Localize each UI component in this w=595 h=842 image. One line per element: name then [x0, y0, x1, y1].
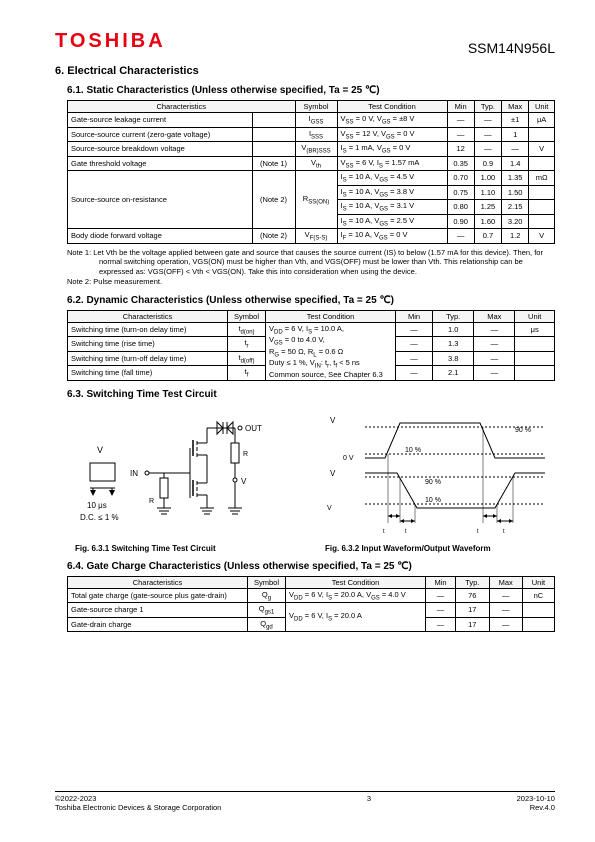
waveform-diagram: VGS 10 % 90 % 0 V VSS 90 % 10 % VSS (ON) — [325, 408, 555, 540]
svg-text:VGS: VGS — [97, 445, 103, 455]
static-characteristics-table: CharacteristicsSymbolTest ConditionMinTy… — [67, 100, 555, 244]
svg-text:D.C. ≤ 1 %: D.C. ≤ 1 % — [80, 513, 119, 522]
svg-text:VGS: VGS — [330, 416, 336, 425]
section-6-3-title: 6.3. Switching Time Test Circuit — [67, 389, 555, 400]
fig-6-3-2-caption: Fig. 6.3.2 Input Waveform/Output Wavefor… — [325, 544, 555, 553]
page-number: 3 — [367, 794, 371, 812]
dynamic-characteristics-table: CharacteristicsSymbolTest ConditionMinTy… — [67, 310, 555, 381]
page-footer: ©2022-2023 Toshiba Electronic Devices & … — [55, 791, 555, 812]
section-6-2-title: 6.2. Dynamic Characteristics (Unless oth… — [67, 295, 555, 306]
figure-captions: Fig. 6.3.1 Switching Time Test Circuit F… — [75, 544, 555, 553]
svg-text:VSS: VSS — [330, 469, 336, 478]
svg-text:tf: tf — [503, 529, 505, 535]
company: Toshiba Electronic Devices & Storage Cor… — [55, 803, 221, 812]
svg-text:90 %: 90 % — [425, 479, 441, 486]
fig-6-3-1-caption: Fig. 6.3.1 Switching Time Test Circuit — [75, 544, 305, 553]
svg-text:tr: tr — [405, 529, 407, 535]
svg-text:10 %: 10 % — [405, 447, 421, 454]
svg-text:10 μs: 10 μs — [87, 501, 107, 510]
part-number: SSM14N956L — [468, 40, 555, 56]
note-1: Note 1: Let Vth be the voltage applied b… — [67, 248, 555, 287]
svg-text:VDD: VDD — [241, 477, 247, 486]
section-6-title: 6. Electrical Characteristics — [55, 65, 555, 77]
svg-text:RL: RL — [243, 451, 248, 458]
svg-text:td(on): td(on) — [383, 529, 385, 535]
svg-text:90 %: 90 % — [515, 427, 531, 434]
svg-text:OUT: OUT — [245, 424, 262, 433]
svg-text:IN: IN — [130, 469, 138, 478]
revision: Rev.4.0 — [517, 803, 555, 812]
svg-text:VSS (ON): VSS (ON) — [327, 505, 332, 512]
svg-text:RG: RG — [149, 498, 154, 505]
section-6-1-title: 6.1. Static Characteristics (Unless othe… — [67, 85, 555, 96]
copyright: ©2022-2023 — [55, 794, 221, 803]
date: 2023-10-10 — [517, 794, 555, 803]
section-6-4-title: 6.4. Gate Charge Characteristics (Unless… — [67, 561, 555, 572]
gate-charge-table: CharacteristicsSymbolTest ConditionMinTy… — [67, 576, 555, 633]
figure-row: VGS 10 μs D.C. ≤ 1 % IN RG — [75, 408, 555, 540]
svg-text:0 V: 0 V — [343, 455, 354, 462]
svg-text:10 %: 10 % — [425, 497, 441, 504]
svg-text:td(off): td(off) — [477, 529, 479, 535]
circuit-diagram: VGS 10 μs D.C. ≤ 1 % IN RG — [75, 408, 305, 540]
